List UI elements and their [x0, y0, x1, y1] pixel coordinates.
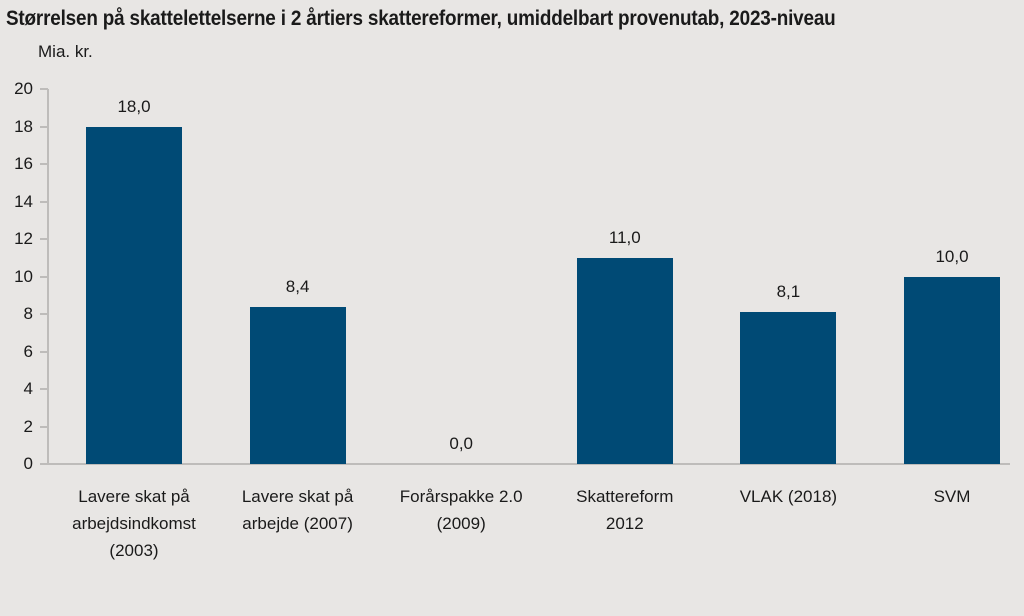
y-axis-tick: [40, 463, 48, 465]
x-axis-category-label: Lavere skat på arbejde (2007): [241, 487, 354, 533]
bar: [249, 306, 346, 464]
y-axis-tick-label: 6: [23, 341, 33, 361]
y-axis-tick: [40, 200, 48, 203]
y-axis-tick-label: 20: [14, 79, 33, 98]
x-axis-category-label: Skattereform 2012: [576, 487, 674, 533]
y-axis-tick-label: 10: [14, 266, 33, 286]
y-axis-tick-label: 4: [23, 379, 33, 398]
bar: [576, 257, 673, 464]
bar: [904, 276, 1000, 464]
y-axis-tick: [40, 275, 48, 278]
bar: [740, 312, 837, 464]
y-axis-tick-label: 12: [14, 229, 33, 248]
y-axis-tick-label: 16: [14, 154, 33, 173]
bar-value-label: 11,0: [608, 227, 641, 247]
y-axis-tick-label: 14: [14, 191, 33, 211]
y-axis-unit-label: Mia. kr.: [38, 42, 93, 61]
bar-value-label: 0,0: [449, 434, 473, 453]
x-axis-category-label: Lavere skat på arbejdsindkomst (2003): [72, 487, 196, 560]
y-axis-tick: [40, 163, 48, 165]
x-axis-category-label: Forårspakke 2.0 (2009): [399, 487, 523, 533]
y-axis-tick-label: 0: [23, 454, 33, 473]
y-axis-line: [47, 89, 49, 465]
y-axis-tick: [40, 88, 48, 90]
bar-value-label: 10,0: [935, 246, 969, 266]
chart-title: Størrelsen på skattelettelserne i 2 årti…: [6, 7, 836, 30]
y-axis-tick-label: 18: [14, 116, 33, 136]
y-axis-tick: [40, 313, 48, 315]
x-axis-category-label: VLAK (2018): [739, 487, 838, 506]
x-axis-category-label: SVM: [933, 487, 971, 506]
y-axis-tick: [40, 125, 48, 128]
y-axis-tick-label: 8: [23, 304, 33, 323]
y-axis-tick: [40, 350, 48, 353]
bar-value-label: 18,0: [117, 96, 151, 116]
y-axis-tick: [40, 425, 48, 428]
x-axis-line: [48, 463, 1010, 465]
y-axis-tick: [40, 238, 48, 240]
y-axis-tick: [40, 388, 48, 390]
bar-value-label: 8,4: [285, 276, 310, 296]
bar: [86, 126, 182, 464]
bar-value-label: 8,1: [776, 282, 801, 302]
y-axis-tick-label: 2: [23, 416, 33, 436]
